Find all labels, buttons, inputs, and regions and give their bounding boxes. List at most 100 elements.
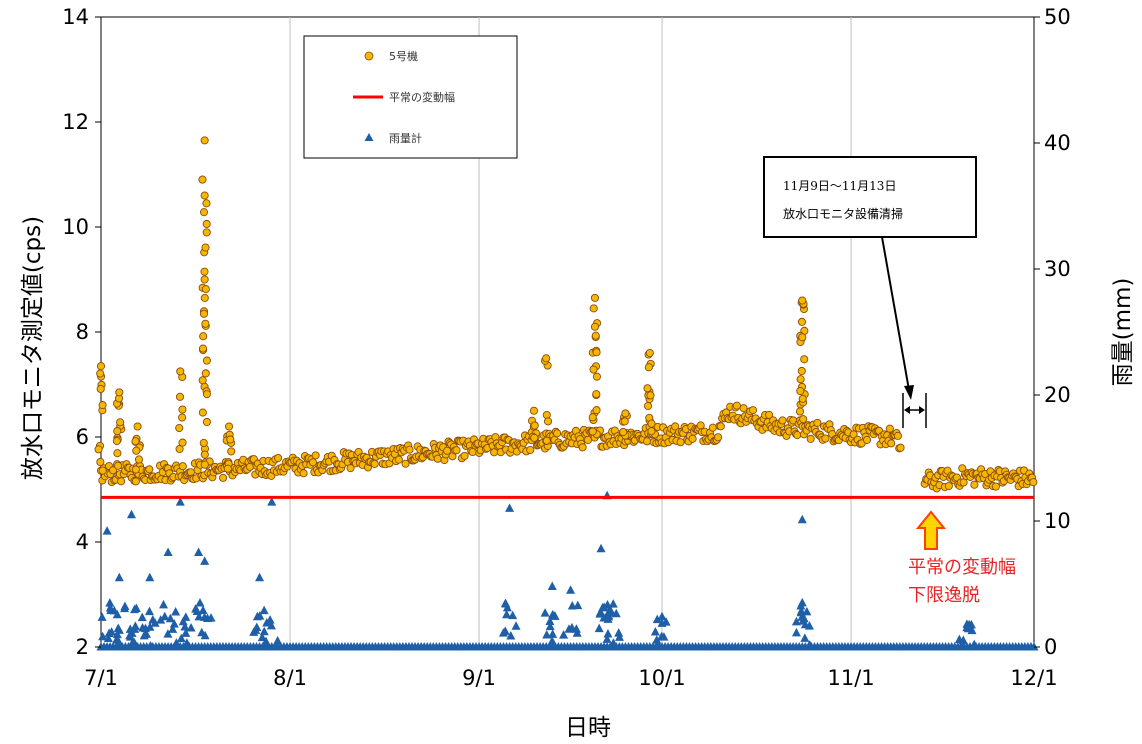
rain-marker <box>195 598 205 607</box>
unit5-marker-burst <box>178 413 187 422</box>
unit5-marker-peak <box>529 406 539 415</box>
rain-marker-peak <box>255 572 265 582</box>
unit5-marker <box>732 401 741 410</box>
y-right-tick-label: 10 <box>1044 509 1071 533</box>
rain-marker <box>186 623 196 632</box>
unit5-marker-peak <box>200 191 209 200</box>
unit5-marker <box>109 466 118 475</box>
unit5-marker-burst <box>200 460 209 469</box>
unit5-marker-burst <box>112 437 121 446</box>
unit5-marker <box>893 431 902 440</box>
unit5-marker <box>308 458 318 467</box>
unit5-marker-burst <box>98 401 107 410</box>
unit5-marker-burst <box>199 309 209 318</box>
unit5-marker-burst <box>592 406 601 415</box>
rain-marker-peak <box>163 547 173 556</box>
rain-marker <box>603 628 613 638</box>
rain-marker <box>169 619 179 628</box>
rain-marker-peak <box>797 514 807 524</box>
unit5-marker-burst <box>113 449 122 458</box>
unit5-marker-peak <box>798 296 807 305</box>
rain-marker <box>194 611 204 621</box>
unit5-marker-burst <box>588 413 597 422</box>
rain-marker <box>125 624 135 633</box>
y-right-axis-title: 雨量(mm) <box>1110 278 1136 387</box>
rain-marker <box>109 605 119 615</box>
y-left-axis-title: 放水口モニタ測定値(cps) <box>20 216 46 480</box>
rain-marker-peak <box>194 547 204 556</box>
rain-marker <box>571 624 581 633</box>
unit5-marker-burst <box>201 285 210 294</box>
rain-marker <box>498 628 508 637</box>
unit5-marker <box>311 451 320 460</box>
unit5-marker-peak <box>96 362 106 371</box>
rain-marker-peak <box>102 526 112 535</box>
unit5-marker <box>526 445 535 455</box>
unit5-marker <box>714 433 723 442</box>
rain-marker <box>614 628 624 637</box>
rain-marker <box>506 630 516 640</box>
unit5-marker <box>739 404 748 413</box>
rain-marker <box>594 623 604 633</box>
rain-marker <box>137 612 147 622</box>
unit5-marker-burst <box>620 417 629 426</box>
rain-marker <box>145 622 155 631</box>
unit5-marker <box>553 429 562 438</box>
unit5-marker <box>443 446 452 455</box>
rain-marker <box>598 602 608 612</box>
rain-marker <box>159 599 169 609</box>
y-left-tick-label: 2 <box>76 635 89 659</box>
rain-marker <box>545 616 555 626</box>
y-right-tick-label: 20 <box>1044 383 1071 407</box>
rain-marker <box>549 611 559 620</box>
unit5-marker <box>468 447 477 457</box>
y-right-tick-label: 0 <box>1044 635 1057 659</box>
rain-marker-peak <box>797 597 807 607</box>
unit5-marker <box>131 477 140 486</box>
rain-marker <box>156 615 166 624</box>
unit5-marker-burst <box>96 457 105 467</box>
unit5-marker-peak <box>645 348 654 358</box>
rain-marker <box>548 629 558 638</box>
legend: 5号機 平常の変動幅 雨量計 <box>303 35 518 159</box>
unit5-series <box>94 136 1038 493</box>
legend-rain-label: 雨量計 <box>389 131 422 145</box>
deviation-text-line1: 平常の変動幅 <box>908 557 1016 578</box>
unit5-marker-burst <box>800 355 809 364</box>
unit5-marker <box>583 435 593 445</box>
rain-marker <box>547 636 557 645</box>
unit5-marker-burst <box>94 445 103 454</box>
unit5-marker-burst <box>796 375 805 384</box>
rain-marker <box>171 638 181 647</box>
y-left-tick-label: 14 <box>62 5 89 29</box>
rain-marker-peak <box>126 509 136 519</box>
unit5-marker <box>716 422 725 431</box>
unit5-marker <box>813 418 822 427</box>
unit5-marker-burst <box>96 384 105 394</box>
rain-marker <box>148 614 158 624</box>
unit5-marker <box>219 473 228 482</box>
unit5-marker-burst <box>202 356 211 365</box>
unit5-marker-peak <box>176 367 185 376</box>
rain-marker <box>171 607 181 616</box>
y-left-tick-labels: 2 4 6 8 10 12 14 <box>62 5 101 659</box>
unit5-marker <box>460 451 469 460</box>
unit5-marker-peak <box>200 136 209 145</box>
rain-marker <box>273 636 283 645</box>
legend-unit5-label: 5号機 <box>389 49 418 63</box>
unit5-marker-burst <box>178 405 187 414</box>
unit5-marker <box>806 434 815 443</box>
unit5-marker <box>708 423 717 432</box>
deviation-up-arrow <box>915 510 947 550</box>
unit5-marker <box>944 481 953 491</box>
unit5-marker-peak <box>542 354 551 363</box>
unit5-marker-burst <box>134 455 144 464</box>
unit5-marker-peak <box>621 409 630 418</box>
unit5-marker-burst <box>201 369 210 378</box>
rain-marker <box>542 630 552 639</box>
maintenance-pointer-line <box>881 236 910 391</box>
rain-marker <box>595 609 605 618</box>
y-right-tick-label: 40 <box>1044 131 1071 155</box>
unit5-marker-burst <box>202 219 211 229</box>
rain-marker <box>191 604 201 613</box>
